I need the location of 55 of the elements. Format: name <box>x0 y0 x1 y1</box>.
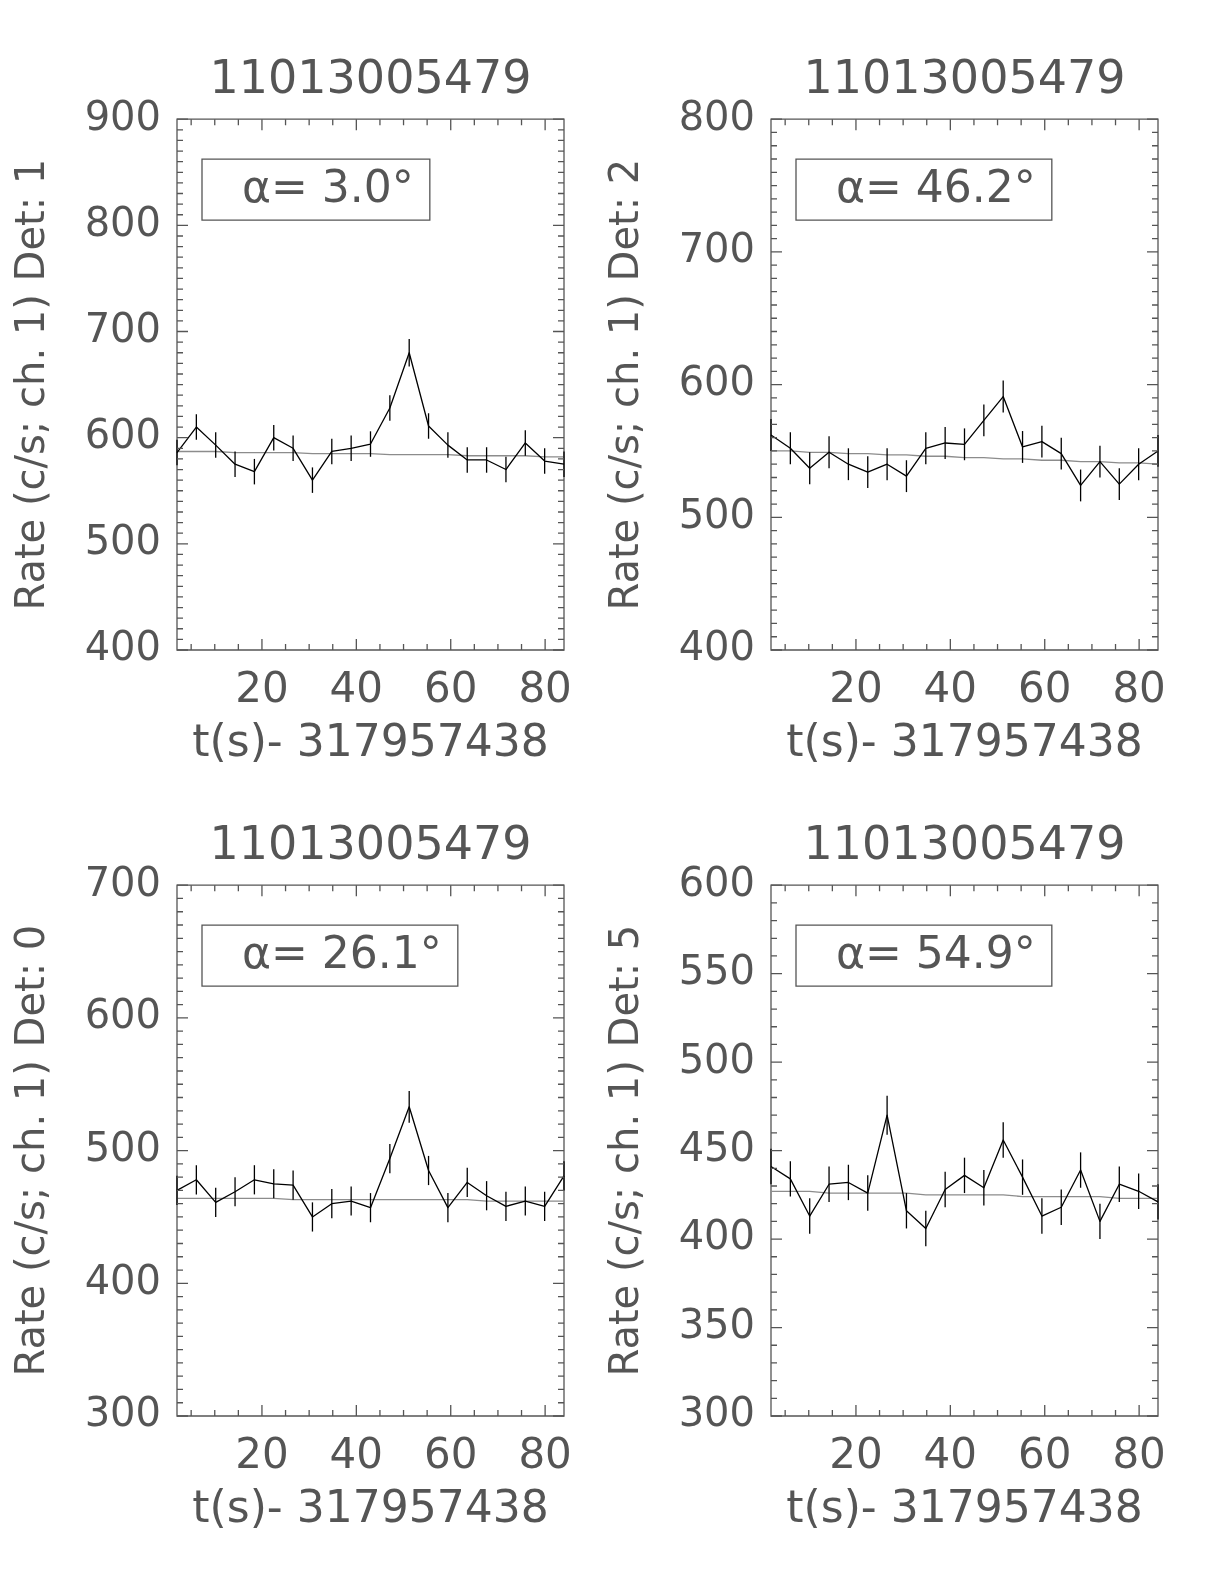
x-tick-label: 20 <box>829 663 883 713</box>
x-tick-label: 40 <box>923 663 978 713</box>
y-axis-title: Rate (c/s; ch. 1) Det: 1 <box>7 158 54 611</box>
y-tick-label: 500 <box>84 517 161 564</box>
y-tick-label: 300 <box>678 1389 755 1436</box>
annotation: α= 54.9° <box>836 927 1036 979</box>
chart-title: 11013005479 <box>209 815 532 870</box>
y-tick-label: 800 <box>678 92 755 139</box>
x-tick-label: 20 <box>235 1429 289 1479</box>
chart-title: 11013005479 <box>803 815 1126 870</box>
y-axis-title: Rate (c/s; ch. 1) Det: 5 <box>601 924 648 1377</box>
x-tick-label: 80 <box>518 1429 572 1479</box>
y-tick-label: 700 <box>84 858 161 905</box>
y-tick-label: 400 <box>84 623 161 670</box>
y-tick-label: 600 <box>678 357 755 404</box>
annotation: α= 3.0° <box>242 161 414 213</box>
x-tick-label: 60 <box>1018 1429 1072 1479</box>
y-tick-label: 600 <box>678 858 755 905</box>
y-tick-label: 500 <box>678 490 755 537</box>
y-tick-label: 900 <box>84 92 161 139</box>
x-tick-label: 20 <box>235 663 289 713</box>
y-axis-title: Rate (c/s; ch. 1) Det: 0 <box>7 924 54 1377</box>
y-tick-label: 600 <box>84 411 161 458</box>
y-tick-label: 600 <box>84 991 161 1038</box>
x-tick-label: 60 <box>1018 663 1072 713</box>
x-tick-label: 80 <box>1112 1429 1166 1479</box>
y-tick-label: 700 <box>84 304 161 351</box>
chart-title: 11013005479 <box>803 49 1126 104</box>
y-tick-label: 800 <box>84 198 161 245</box>
annotation: α= 26.1° <box>242 927 442 979</box>
x-tick-label: 20 <box>829 1429 883 1479</box>
x-axis-title: t(s)- 317957438 <box>192 715 549 767</box>
y-tick-label: 400 <box>678 623 755 670</box>
x-axis-title: t(s)- 317957438 <box>786 1481 1143 1533</box>
chart-title: 11013005479 <box>209 49 532 104</box>
annotation: α= 46.2° <box>836 161 1036 213</box>
y-tick-label: 350 <box>678 1300 755 1347</box>
y-tick-label: 400 <box>84 1256 161 1303</box>
y-tick-label: 450 <box>678 1123 755 1170</box>
y-tick-label: 500 <box>84 1123 161 1170</box>
y-tick-label: 550 <box>678 947 755 994</box>
y-axis-title: Rate (c/s; ch. 1) Det: 2 <box>601 158 648 611</box>
x-tick-label: 80 <box>518 663 572 713</box>
x-tick-label: 60 <box>424 663 478 713</box>
y-tick-label: 400 <box>678 1212 755 1259</box>
x-axis-title: t(s)- 317957438 <box>786 715 1143 767</box>
x-tick-label: 40 <box>923 1429 978 1479</box>
x-tick-label: 60 <box>424 1429 478 1479</box>
x-axis-title: t(s)- 317957438 <box>192 1481 549 1533</box>
x-tick-label: 40 <box>329 1429 384 1479</box>
x-tick-label: 80 <box>1112 663 1166 713</box>
x-tick-label: 40 <box>329 663 384 713</box>
y-tick-label: 700 <box>678 225 755 272</box>
y-tick-label: 300 <box>84 1389 161 1436</box>
y-tick-label: 500 <box>678 1035 755 1082</box>
